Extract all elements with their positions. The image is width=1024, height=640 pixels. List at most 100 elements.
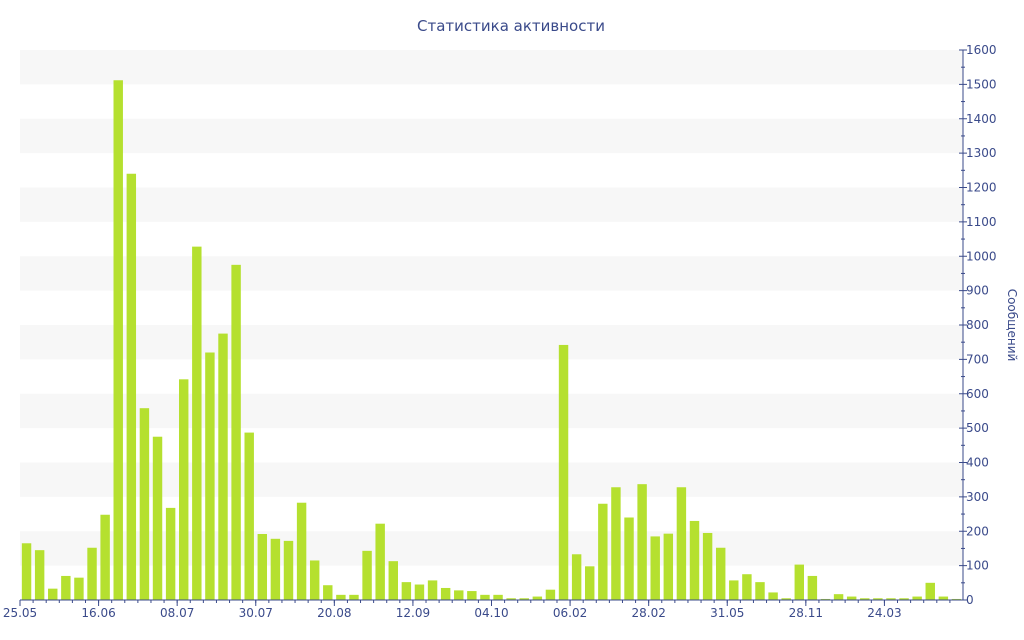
bar xyxy=(34,550,45,600)
bar xyxy=(715,547,726,600)
x-tick-label: 30.07 xyxy=(239,606,273,620)
bar xyxy=(231,264,241,600)
bar xyxy=(729,580,739,600)
bar xyxy=(846,596,857,600)
x-tick-label: 25.05 xyxy=(3,606,37,620)
bar xyxy=(113,80,123,600)
y-tick-label: 1200 xyxy=(966,181,997,195)
bar xyxy=(925,582,935,600)
bar xyxy=(571,554,582,600)
bar xyxy=(296,502,307,600)
bars-group xyxy=(21,80,962,601)
bar xyxy=(414,584,425,600)
bar xyxy=(21,543,32,600)
y-tick-label: 1500 xyxy=(966,77,997,91)
bar xyxy=(467,591,477,600)
bar xyxy=(519,598,529,600)
bar xyxy=(689,520,700,600)
grid-band xyxy=(20,325,963,360)
grid-bands xyxy=(20,50,963,566)
bar xyxy=(48,588,58,600)
bar xyxy=(886,598,896,600)
y-tick-label: 1300 xyxy=(966,146,997,160)
bar xyxy=(61,575,71,600)
bar xyxy=(794,564,804,600)
bar xyxy=(899,598,909,600)
grid-band xyxy=(20,462,963,497)
grid-band xyxy=(20,256,963,291)
bar xyxy=(637,484,647,600)
bar xyxy=(755,582,765,601)
bar xyxy=(938,596,949,600)
x-axis: 25.05 16.06 08.07 30.07 20.08 12.09 04.10 06.02… xyxy=(3,599,963,620)
bar xyxy=(100,514,110,600)
bar xyxy=(454,590,464,601)
bar xyxy=(873,598,883,600)
bar xyxy=(860,598,870,600)
bar xyxy=(702,532,713,600)
bar xyxy=(650,536,660,600)
grid-band xyxy=(20,118,963,154)
bar xyxy=(309,560,320,600)
y-tick-label: 1600 xyxy=(966,43,997,57)
y-tick-label: 200 xyxy=(966,524,989,538)
bar xyxy=(139,408,150,600)
chart-title: Статистика активности xyxy=(417,17,605,35)
bar xyxy=(388,561,398,600)
bar xyxy=(951,598,962,600)
grid-band xyxy=(20,531,963,566)
grid-band xyxy=(20,50,963,85)
bar xyxy=(283,540,294,601)
bar xyxy=(205,352,215,600)
bar xyxy=(74,577,84,600)
bar xyxy=(126,173,137,600)
bar xyxy=(506,598,516,600)
bar xyxy=(218,333,228,600)
x-tick-label: 16.06 xyxy=(81,606,115,620)
bar xyxy=(532,596,543,600)
y-tick-label: 800 xyxy=(966,318,989,332)
y-tick-label: 400 xyxy=(966,456,989,470)
bar xyxy=(545,589,556,600)
y-tick-label: 1400 xyxy=(966,112,997,126)
x-tick-label: 12.09 xyxy=(396,606,430,620)
grid-band xyxy=(20,393,963,429)
y-tick-label: 1100 xyxy=(966,215,997,229)
y-tick-label: 700 xyxy=(966,352,989,366)
bar xyxy=(192,246,202,601)
bar xyxy=(676,487,687,600)
bar xyxy=(257,534,268,600)
x-tick-label: 28.02 xyxy=(631,606,665,620)
bar xyxy=(820,598,831,600)
bar xyxy=(323,585,333,600)
bar xyxy=(401,582,412,601)
bar xyxy=(179,379,189,600)
x-tick-label: 31.05 xyxy=(710,606,744,620)
x-tick-label: 06.02 xyxy=(553,606,587,620)
bar xyxy=(598,503,608,600)
y-tick-label: 600 xyxy=(966,387,989,401)
y-tick-label: 0 xyxy=(966,593,974,607)
bar xyxy=(558,344,569,600)
y-tick-label: 300 xyxy=(966,490,989,504)
x-tick-label: 04.10 xyxy=(474,606,508,620)
bar xyxy=(912,596,922,600)
bar xyxy=(244,432,254,600)
bar xyxy=(585,566,595,600)
bar xyxy=(440,587,451,600)
bar xyxy=(87,547,97,600)
x-tick-label: 08.07 xyxy=(160,606,194,620)
y-tick-label: 100 xyxy=(966,559,989,573)
y-tick-label: 900 xyxy=(966,284,989,298)
bar xyxy=(493,594,503,600)
bar xyxy=(362,550,372,600)
y-tick-label: 1000 xyxy=(966,249,997,263)
bar xyxy=(807,575,818,600)
bar xyxy=(768,592,778,600)
bar xyxy=(349,594,359,600)
x-tick-label: 20.08 xyxy=(317,606,351,620)
bar xyxy=(480,594,490,600)
grid-band xyxy=(20,187,963,222)
